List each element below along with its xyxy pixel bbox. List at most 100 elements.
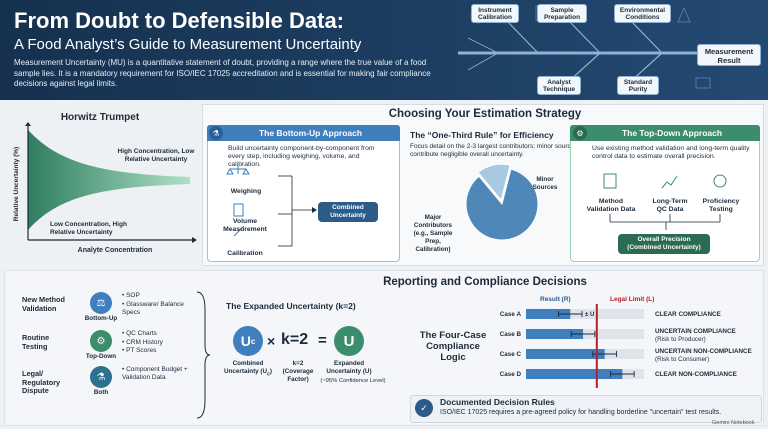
scenario-approach-icon: ⚙ <box>90 330 112 352</box>
expanded-uncertainty-note: (~95% Confidence Level) <box>320 378 386 384</box>
fishbone-result: Measurement Result <box>697 44 761 66</box>
bottom-up-head: The Bottom-Up Approach <box>207 125 400 141</box>
one-third-desc: Focus detail on the 2-3 largest contribu… <box>410 143 578 158</box>
k-value: k=2 <box>281 331 309 348</box>
scenario-bullet: • Component Budget + Validation Data <box>122 366 194 382</box>
horwitz-chart <box>25 122 197 243</box>
uc-label-end: ) <box>269 368 272 375</box>
expanded-uncertainty-label: Expanded Uncertainty (U) <box>326 360 372 375</box>
case-decision: CLEAR COMPLIANCE <box>655 311 721 318</box>
case-decision: UNCERTAIN NON-COMPLIANCE <box>655 348 752 355</box>
decision-rules-title: Documented Decision Rules <box>440 397 555 407</box>
scenario-bullet: • SOP <box>122 292 194 300</box>
scenario-bullet: • CRM History <box>122 339 194 347</box>
bullet-text: PT Scores <box>126 347 157 354</box>
horwitz-title: Horwitz Trumpet <box>60 112 140 123</box>
fishbone-cause-environment: Environmental Conditions <box>614 4 671 23</box>
pie-label-major: Major Contributors (e.g., Sample Prep, C… <box>413 214 453 253</box>
case-decision-note: (Risk to Producer) <box>655 336 706 343</box>
legal-limit-label: Legal Limit (L) <box>610 296 655 303</box>
expanded-uncertainty-circle: U <box>334 326 364 356</box>
decision-rules-box <box>410 395 762 423</box>
scenario-approach-icon: ⚖ <box>90 292 112 314</box>
case-error-bar <box>558 311 583 317</box>
bottom-up-card <box>207 125 400 262</box>
pie-slice <box>477 164 511 202</box>
bottom-up-diagram <box>226 166 317 247</box>
result-axis-label: Result (R) <box>540 296 571 303</box>
bullet-dot-icon: • <box>122 300 127 308</box>
scenario-approach-label: Bottom-Up <box>84 315 118 322</box>
scenario-label: Routine Testing <box>22 333 50 351</box>
header-banner: From Doubt to Defensible Data: A Food An… <box>0 0 768 100</box>
bullet-dot-icon: • <box>122 292 127 299</box>
fishbone-cause-standard: Standard Purity <box>617 76 659 95</box>
uc-subscript: c <box>250 336 256 346</box>
one-third-title: The “One-Third Rule” for Efficiency <box>410 130 554 140</box>
scenario-approach-label: Top-Down <box>85 353 117 360</box>
case-track <box>526 309 644 319</box>
bullet-text: Glassware/ Balance Specs <box>122 300 184 316</box>
uc-symbol: U <box>240 333 251 349</box>
beaker-icon <box>236 200 237 201</box>
case-result-bar <box>526 369 623 379</box>
uc-label-sub: c <box>267 371 270 378</box>
four-case-title: The Four-Case Compliance Logic <box>419 330 487 363</box>
watermark: Gemini Notebook <box>712 420 755 426</box>
scenario-bullet: • QC Charts <box>122 330 194 338</box>
gear-icon: ⚙ <box>573 126 587 140</box>
bottom-up-result: Combined Uncertainty <box>318 202 378 222</box>
top-down-head: The Top-Down Approach <box>570 125 760 141</box>
bullet-dot-icon: • <box>122 330 127 337</box>
case-decision: CLEAR NON-COMPLIANCE <box>655 371 737 378</box>
bullet-text: Component Budget + Validation Data <box>122 366 188 381</box>
bullet-dot-icon: • <box>122 338 127 346</box>
top-down-item-qc: Long-Term QC Data <box>652 198 688 213</box>
pie-label-minor: Minor Sources <box>532 176 558 191</box>
uc-label-text: Combined Uncertainty (U <box>224 360 268 375</box>
top-down-result: Overall Precision (Combined Uncertainty) <box>618 234 710 254</box>
case-error-bar <box>610 371 635 377</box>
bottom-up-item-calibration: Calibration <box>227 250 263 257</box>
strategy-title: Choosing Your Estimation Strategy <box>388 108 582 120</box>
top-down-item-validation: Method Validation Data <box>586 198 636 213</box>
scenario-approach-icon: ⚗ <box>90 366 112 388</box>
case-result-bar <box>526 329 584 339</box>
equals-sign: = <box>318 332 327 349</box>
bullet-text: SOP <box>126 292 140 299</box>
case-label: Case B <box>500 331 522 338</box>
decision-rules-text: ISO/IEC 17025 requires a pre-agreed poli… <box>440 409 722 416</box>
weighing-icon <box>236 160 237 161</box>
plus-minus-label: ± U <box>585 312 594 318</box>
bullet-dot-icon: • <box>122 366 127 373</box>
case-error-bar <box>570 331 596 337</box>
page-description: Measurement Uncertainty (MU) is a quanti… <box>14 58 431 88</box>
top-down-diagram <box>603 173 727 230</box>
page-subtitle: A Food Analyst’s Guide to Measurement Un… <box>14 36 362 53</box>
times-sign: × <box>267 333 276 349</box>
k-label: k=2 (Coverage Factor) <box>282 360 314 383</box>
fishbone-cause-instrument: Instrument Calibration <box>471 4 519 23</box>
case-label: Case C <box>500 351 522 358</box>
scenario-label: Legal/ Regulatory Dispute <box>22 369 61 395</box>
top-down-item-pt: Proficiency Testing <box>702 198 740 213</box>
one-third-pie-chart <box>465 164 539 241</box>
fishbone-cause-sample-prep: Sample Preparation <box>537 4 587 23</box>
scenario-bullet: • PT Scores <box>122 347 194 355</box>
target-icon <box>720 180 721 181</box>
top-down-desc: Use existing method validation and long-… <box>592 145 750 160</box>
horwitz-low-label: Low Concentration, High Relative Uncerta… <box>50 221 127 236</box>
reporting-title: Reporting and Compliance Decisions <box>383 276 587 288</box>
combined-uncertainty-label: Combined Uncertainty (Uc) <box>222 360 274 378</box>
case-result-bar <box>526 309 571 319</box>
case-result-bar <box>526 349 605 359</box>
scenario-label: New Method Validation <box>22 295 65 313</box>
page-title: From Doubt to Defensible Data: <box>14 8 345 33</box>
four-case-chart: Case A Case B Case C Case D ± U <box>500 304 644 388</box>
fishbone-cause-analyst: Analyst Technique <box>537 76 581 95</box>
horwitz-xlabel: Analyte Concentration <box>77 247 153 254</box>
bottom-up-item-volume: Volume Measurement <box>223 218 267 233</box>
case-decision: UNCERTAIN COMPLIANCE <box>655 328 736 335</box>
